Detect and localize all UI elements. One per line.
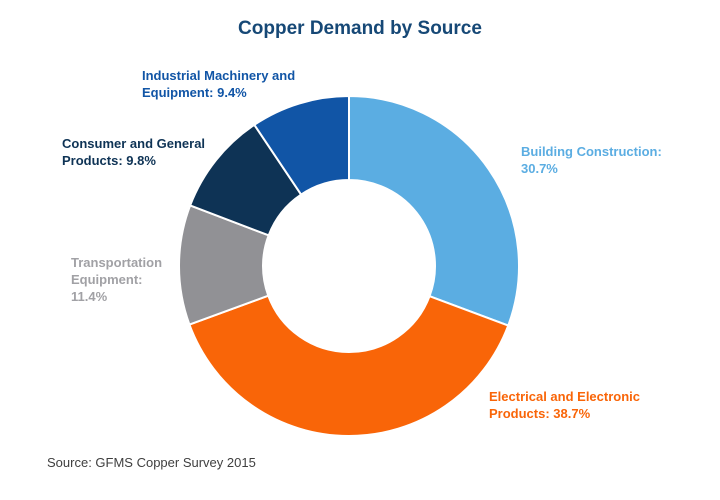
slice-label-electrical-and-electronic-products: Electrical and Electronic Products: 38.7… xyxy=(489,389,641,421)
donut-slice-building-construction xyxy=(348,95,520,327)
slice-label-building-construction: Building Construction: 30.7% xyxy=(521,144,662,176)
slice-label-consumer-and-general-products: Consumer and General Products: 9.8% xyxy=(62,136,206,168)
donut-slice-industrial-machinery-and-equipment xyxy=(253,95,350,196)
slice-label-transportation-equipment: Transportation Equipment: 11.4% xyxy=(71,255,163,304)
slice-label-industrial-machinery-and-equipment: Industrial Machinery and Equipment: 9.4% xyxy=(142,68,296,100)
source-note: Source: GFMS Copper Survey 2015 xyxy=(47,455,256,470)
chart-title: Copper Demand by Source xyxy=(238,18,482,39)
donut-slice-electrical-and-electronic-products xyxy=(188,294,510,437)
